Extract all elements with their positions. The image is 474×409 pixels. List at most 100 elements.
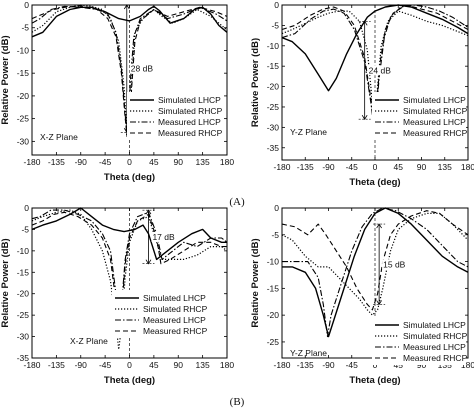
annotation-label: 28 dB [131, 64, 154, 74]
annotation-arrowhead-top [376, 223, 382, 229]
series-line [31, 207, 227, 261]
x-tick-label: -90 [75, 157, 88, 167]
legend-entry-label: Simulated RHCP [143, 304, 208, 314]
y-tick-label: -35 [17, 353, 30, 363]
y-axis-label: Relative Power (dB) [0, 238, 11, 327]
series-line [31, 209, 228, 333]
x-axis-label: Theta (deg) [349, 375, 400, 386]
plane-label: Y-Z Plane [290, 348, 327, 358]
x-tick-label: -45 [99, 157, 112, 167]
y-tick-label: -20 [17, 289, 30, 299]
panel-label-b: (B) [230, 396, 245, 408]
y-tick-label: -30 [17, 136, 30, 146]
x-axis-label: Theta (deg) [104, 172, 155, 183]
y-tick-label: -10 [17, 45, 30, 55]
annotation-label: 15 dB [383, 259, 406, 269]
y-axis-label: Relative Power (dB) [250, 38, 261, 127]
plane-label: Y-Z Plane [290, 127, 327, 137]
x-tick-label: -90 [322, 360, 335, 370]
x-tick-label: 180 [461, 360, 474, 370]
y-tick-label: -15 [17, 267, 30, 277]
x-tick-label: -180 [23, 360, 40, 370]
legend-entry-label: Simulated LHCP [403, 320, 466, 330]
y-axis-label: Relative Power (dB) [250, 238, 261, 327]
annotation-label-bg [367, 65, 393, 76]
legend-entry-label: Measured LHCP [403, 117, 466, 127]
y-tick-label: -5 [271, 20, 279, 30]
series-line [281, 212, 469, 316]
y-tick-label: -20 [267, 310, 280, 320]
annotation-arrowhead-top [361, 20, 368, 26]
y-tick-label: -25 [267, 102, 280, 112]
annotation-arrowhead-top [123, 4, 130, 10]
legend-entry-label: Measured LHCP [143, 315, 206, 325]
y-tick-label: -15 [267, 283, 280, 293]
legend-entry-label: Measured RHCP [403, 353, 468, 363]
x-tick-label: 0 [373, 162, 378, 172]
x-tick-label: -180 [23, 157, 40, 167]
x-tick-label: -180 [273, 162, 290, 172]
x-tick-label: -135 [297, 360, 314, 370]
x-tick-label: -45 [346, 360, 359, 370]
y-tick-label: 0 [24, 0, 29, 10]
y-tick-label: -25 [17, 114, 30, 124]
x-tick-label: 0 [127, 157, 132, 167]
x-tick-label: 45 [149, 157, 159, 167]
y-tick-label: -35 [267, 143, 280, 153]
x-tick-label: 180 [220, 360, 234, 370]
y-tick-label: -5 [21, 23, 29, 33]
x-tick-label: 90 [174, 360, 184, 370]
chart-2: -180 -135 -90 -45 0 45 90 135 180 0 -5 -10 -15 -20 -25… [250, 0, 474, 188]
y-tick-label: -25 [17, 310, 30, 320]
series-line [31, 209, 228, 350]
y-tick-label: -20 [17, 91, 30, 101]
annotation-label-bg [382, 259, 407, 270]
series-line [281, 210, 469, 311]
x-tick-label: 135 [196, 360, 210, 370]
legend-entry-label: Simulated RHCP [403, 331, 468, 341]
annotation-label-bg [151, 231, 177, 242]
series-line [282, 207, 469, 338]
x-tick-label: -135 [48, 157, 65, 167]
legend-entry-label: Measured RHCP [403, 128, 468, 138]
x-axis-label: Theta (deg) [104, 375, 155, 386]
x-tick-label: 45 [394, 162, 404, 172]
x-tick-label: 135 [438, 162, 452, 172]
y-tick-label: 0 [274, 203, 279, 213]
x-tick-label: 180 [461, 162, 474, 172]
plane-label: X-Z Plane [40, 132, 78, 142]
x-tick-label: 135 [196, 157, 210, 167]
x-tick-label: 90 [417, 162, 427, 172]
annotation-label-bg [129, 63, 155, 74]
legend-entry-label: Simulated RHCP [403, 106, 468, 116]
legend-entry-label: Measured RHCP [158, 128, 223, 138]
legend-entry-label: Measured RHCP [143, 326, 208, 336]
x-tick-label: -45 [99, 360, 112, 370]
annotation-arrowhead-top [145, 209, 152, 215]
y-tick-label: -10 [17, 246, 30, 256]
y-axis-label: Relative Power (dB) [0, 35, 11, 124]
x-tick-label: -135 [297, 162, 314, 172]
x-tick-label: 0 [127, 360, 132, 370]
y-tick-label: -20 [267, 82, 280, 92]
x-axis-label: Theta (deg) [349, 177, 400, 188]
panel-label-a: (A) [229, 196, 245, 208]
y-tick-label: -15 [17, 68, 30, 78]
y-tick-label: -30 [17, 332, 30, 342]
x-tick-label: -135 [48, 360, 65, 370]
y-tick-label: -5 [271, 230, 279, 240]
y-tick-label: 0 [24, 203, 29, 213]
annotation-arrowhead-bottom [145, 259, 152, 265]
chart-1: -180 -135 -90 -45 0 45 90 135 180 0 -5 -10 -15 -20 -25… [0, 0, 234, 183]
y-tick-label: -5 [21, 224, 29, 234]
chart-4: -180-135-90-45045901351800-5-10-15-20-25… [250, 203, 474, 386]
series-line [282, 207, 469, 338]
x-tick-label: 90 [174, 157, 184, 167]
x-tick-label: -180 [273, 360, 290, 370]
legend-entry-label: Simulated RHCP [158, 106, 223, 116]
x-tick-label: 180 [220, 157, 234, 167]
